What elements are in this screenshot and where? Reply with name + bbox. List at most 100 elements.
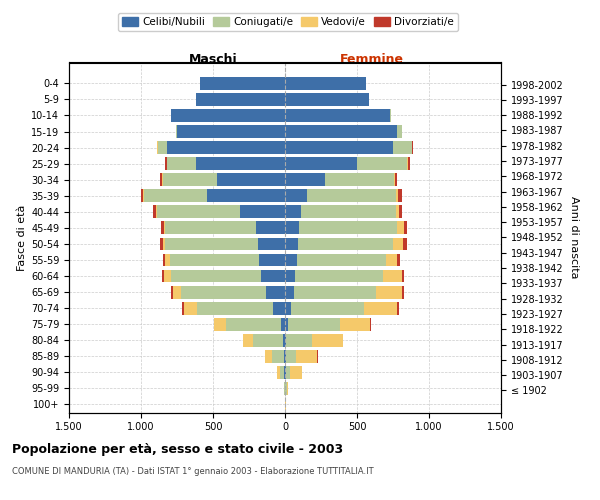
Bar (397, 222, 404, 234)
Bar (285, 206, 301, 218)
Text: Femmine: Femmine (340, 52, 403, 66)
Bar (296, 254, 386, 266)
Bar (285, 157, 357, 170)
Bar (285, 125, 397, 138)
Bar (412, 141, 413, 154)
Bar (284, 366, 285, 379)
Bar (285, 270, 295, 282)
Bar (285, 93, 368, 106)
Bar (370, 318, 371, 330)
Bar (284, 350, 285, 362)
Bar (226, 318, 281, 330)
Bar (396, 206, 400, 218)
Bar (285, 350, 286, 362)
Bar (307, 190, 396, 202)
Bar (325, 174, 394, 186)
Bar (404, 222, 407, 234)
Bar (393, 141, 412, 154)
Bar (397, 302, 400, 314)
Bar (287, 382, 288, 395)
Bar (285, 382, 287, 395)
Bar (164, 222, 166, 234)
Bar (357, 157, 407, 170)
Y-axis label: Anni di nascita: Anni di nascita (569, 196, 579, 278)
Bar (390, 109, 391, 122)
Bar (407, 157, 408, 170)
Bar (285, 254, 296, 266)
Bar (196, 157, 285, 170)
Bar (403, 238, 407, 250)
Bar (140, 190, 143, 202)
Bar (184, 302, 197, 314)
Bar (396, 190, 398, 202)
Bar (163, 174, 217, 186)
Bar (313, 334, 343, 346)
Bar (286, 334, 313, 346)
Bar (376, 286, 401, 298)
Bar (170, 286, 173, 298)
Bar (161, 222, 164, 234)
Bar (181, 286, 266, 298)
Bar (383, 270, 401, 282)
Bar (283, 334, 285, 346)
Bar (285, 190, 307, 202)
Bar (286, 350, 296, 362)
Bar (291, 302, 364, 314)
Bar (398, 190, 402, 202)
Bar (157, 206, 241, 218)
Bar (256, 222, 285, 234)
Bar (296, 350, 317, 362)
Bar (285, 302, 291, 314)
Bar (285, 141, 393, 154)
Bar (176, 125, 177, 138)
Bar (182, 302, 184, 314)
Bar (163, 254, 166, 266)
Bar (158, 141, 167, 154)
Bar (173, 286, 181, 298)
Bar (164, 270, 171, 282)
Bar (284, 382, 285, 395)
Bar (286, 366, 290, 379)
Bar (290, 366, 302, 379)
Bar (301, 206, 396, 218)
Bar (293, 286, 376, 298)
Bar (253, 334, 283, 346)
Bar (200, 77, 285, 90)
Bar (277, 366, 280, 379)
Bar (160, 174, 163, 186)
Text: Popolazione per età, sesso e stato civile - 2003: Popolazione per età, sesso e stato civil… (12, 442, 343, 456)
Bar (364, 302, 397, 314)
Bar (257, 238, 285, 250)
Bar (395, 174, 397, 186)
Bar (386, 254, 397, 266)
Bar (259, 254, 285, 266)
Bar (243, 334, 253, 346)
Bar (144, 190, 207, 202)
Bar (167, 141, 285, 154)
Bar (265, 350, 272, 362)
Bar (171, 270, 260, 282)
Bar (397, 125, 401, 138)
Bar (170, 254, 259, 266)
Bar (288, 318, 340, 330)
Bar (285, 366, 286, 379)
Bar (400, 206, 403, 218)
Bar (171, 109, 285, 122)
Bar (166, 222, 256, 234)
Bar (299, 222, 397, 234)
Bar (166, 238, 257, 250)
Bar (266, 286, 285, 298)
Bar (167, 157, 196, 170)
Bar (285, 77, 365, 90)
Bar (285, 286, 293, 298)
Bar (280, 366, 284, 379)
Bar (393, 238, 403, 250)
Bar (217, 174, 285, 186)
Bar (197, 302, 274, 314)
Bar (285, 174, 325, 186)
Bar (274, 302, 285, 314)
Bar (207, 190, 285, 202)
Bar (340, 318, 370, 330)
Bar (162, 270, 164, 282)
Bar (156, 206, 157, 218)
